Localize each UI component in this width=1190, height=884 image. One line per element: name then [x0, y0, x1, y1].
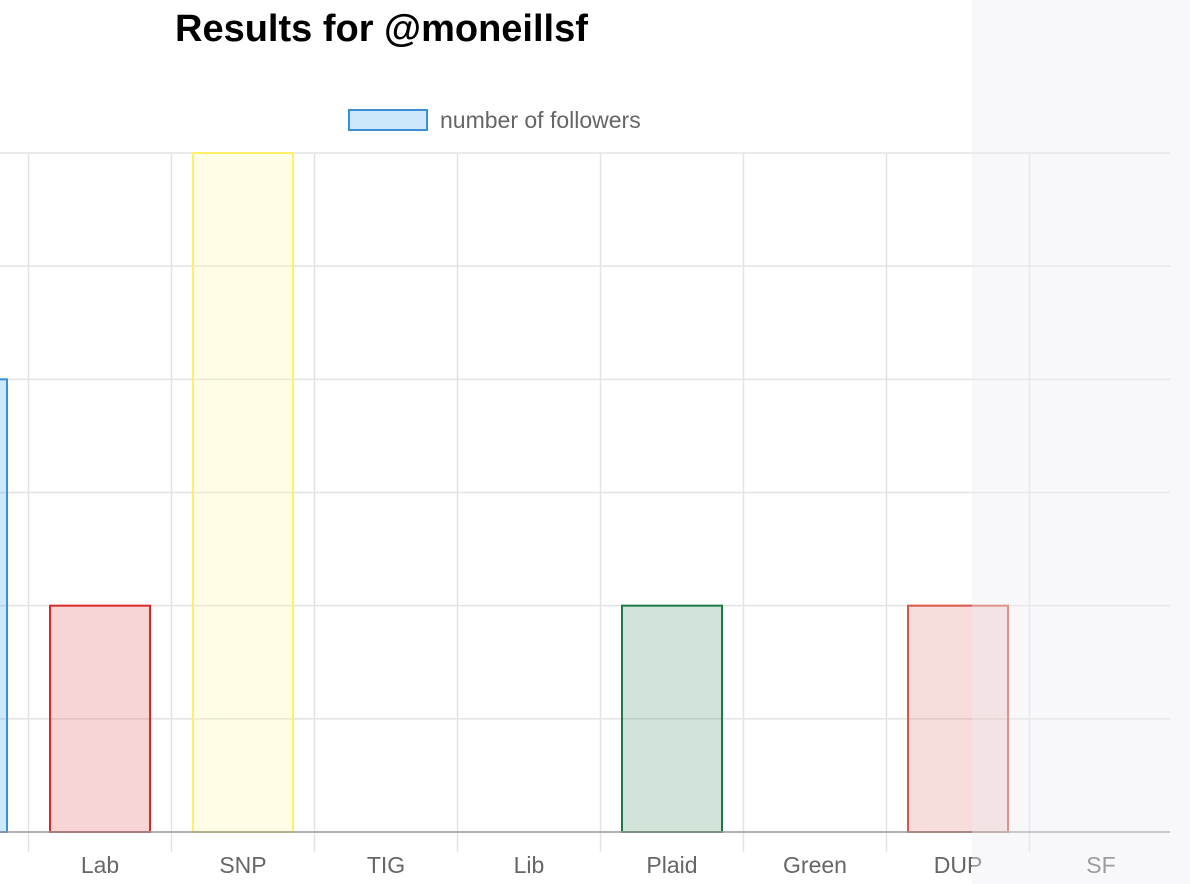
x-tick-label: Plaid — [646, 852, 697, 878]
x-tick-label: SNP — [219, 852, 266, 878]
bar-lab[interactable] — [49, 604, 151, 834]
x-tick-labels: Lab SNP TIG Lib Plaid Green DUP SF — [81, 852, 1116, 878]
x-tick-label: DUP — [934, 852, 983, 878]
x-tick-label: TIG — [367, 852, 405, 878]
legend-swatch — [348, 109, 428, 131]
x-tick-label: SF — [1086, 852, 1115, 878]
bar-dup[interactable] — [907, 604, 1009, 834]
x-tick-label: Lab — [81, 852, 119, 878]
x-tick-label: Lib — [514, 852, 545, 878]
bar-snp[interactable] — [192, 152, 294, 833]
bar-first[interactable] — [0, 378, 8, 833]
x-tick-label: Green — [783, 852, 847, 878]
bar-plaid[interactable] — [621, 604, 723, 834]
chart-bars — [0, 152, 1009, 834]
page-title: Results for @moneillsf — [175, 8, 588, 50]
legend-label: number of followers — [440, 106, 641, 133]
chart-legend[interactable]: number of followers — [348, 106, 641, 134]
